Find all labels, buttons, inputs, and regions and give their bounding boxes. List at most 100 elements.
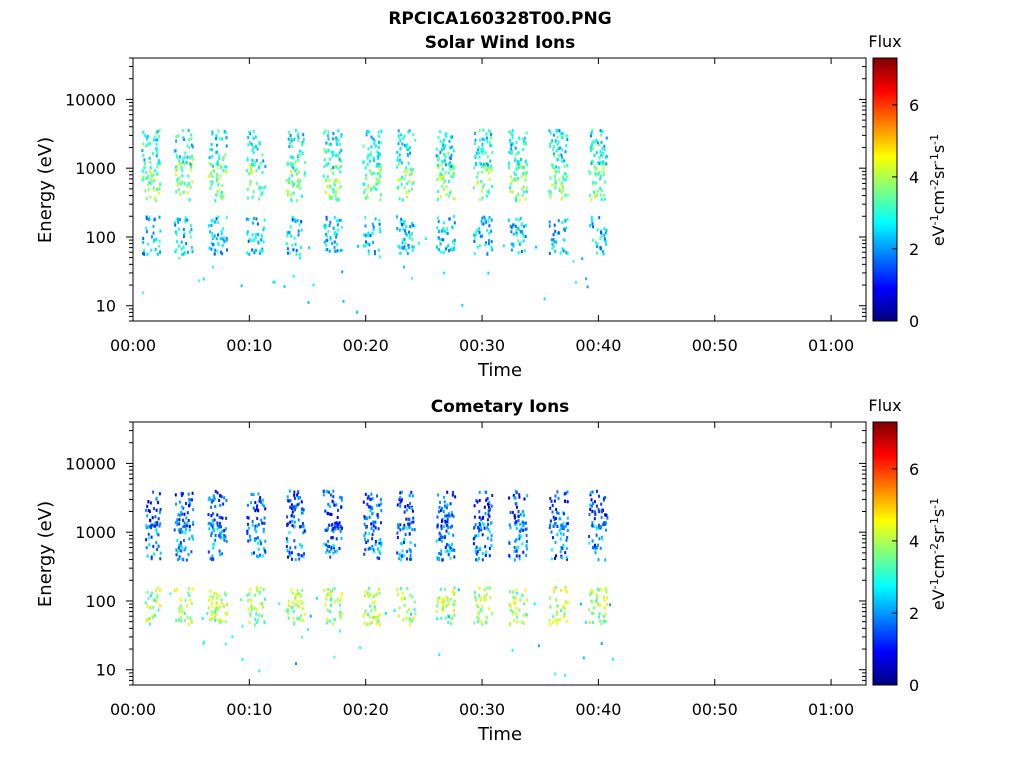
heatmap-cell [606,516,609,520]
heatmap-cell [336,249,339,253]
heatmap-cell [336,515,339,519]
heatmap-cell [508,541,511,545]
heatmap-cell [563,674,566,677]
heatmap-cell [488,505,490,509]
heatmap-cell [188,502,191,506]
heatmap-cell [298,170,300,174]
heatmap-cell [397,524,400,528]
heatmap-cell [487,527,490,531]
heatmap-cell [211,558,214,562]
heatmap-cell [367,231,370,235]
heatmap-cell [406,610,409,614]
heatmap-cell [405,517,408,521]
heatmap-cell [438,166,441,170]
heatmap-cell [257,241,260,245]
heatmap-cell [285,179,288,183]
heatmap-cell [440,175,443,179]
heatmap-cell [335,503,338,507]
heatmap-cell [516,160,519,164]
heatmap-cell [289,170,292,174]
heatmap-cell [398,553,401,557]
heatmap-cell [169,592,172,596]
heatmap-cell [563,227,566,231]
heatmap-cell [509,182,512,186]
heatmap-cell [250,167,252,171]
heatmap-cell [179,510,182,514]
heatmap-cell [182,160,185,164]
heatmap-cell [411,238,414,242]
heatmap-cell [213,611,216,615]
heatmap-cell [408,505,411,509]
heatmap-cell [210,498,213,502]
heatmap-cell [295,199,298,203]
heatmap-cell [473,252,476,256]
heatmap-cell [224,169,227,173]
heatmap-cell [254,617,257,621]
heatmap-cell [251,170,254,174]
heatmap-cell [548,596,551,600]
heatmap-cell [478,529,480,533]
heatmap-cell [217,618,220,622]
heatmap-cell [257,166,260,170]
heatmap-cell [436,524,439,528]
heatmap-cell [400,558,402,562]
heatmap-cell [591,523,594,527]
heatmap-cell [520,250,523,254]
heatmap-cell [246,515,249,519]
heatmap-cell [326,511,329,515]
heatmap-cell [438,653,441,657]
heatmap-cell [399,491,402,495]
heatmap-cell [327,587,330,591]
heatmap-cell [287,555,289,559]
heatmap-cell [263,621,266,625]
heatmap-cell [374,608,377,612]
heatmap-cell [225,498,228,502]
heatmap-cell [341,270,344,274]
heatmap-cell [324,150,327,154]
heatmap-cell [370,506,373,510]
heatmap-cell [522,141,525,145]
heatmap-cell [403,510,406,514]
heatmap-cell [550,557,553,561]
heatmap-cell [556,605,559,609]
heatmap-cell [339,610,342,614]
heatmap-cell [595,596,598,600]
heatmap-cell [290,234,293,238]
heatmap-cell [184,216,187,220]
heatmap-cell [438,505,441,509]
heatmap-cell [286,189,289,193]
heatmap-cell [553,524,556,528]
heatmap-cell [365,540,368,544]
heatmap-cell [511,179,514,183]
heatmap-cell [290,164,293,168]
heatmap-cell [525,189,528,193]
heatmap-cell [175,619,178,623]
heatmap-cell [402,227,405,231]
heatmap-cell [561,221,564,225]
heatmap-cell [514,489,517,493]
heatmap-cell [363,534,366,538]
heatmap-cell [373,139,376,143]
heatmap-cell [437,597,439,601]
heatmap-cell [444,504,446,508]
heatmap-cell [307,301,310,304]
heatmap-cell [400,182,403,186]
heatmap-cell [413,224,416,228]
heatmap-cell [379,551,382,555]
heatmap-cell [412,516,415,520]
heatmap-cell [142,142,145,146]
heatmap-cell [449,525,452,529]
heatmap-cell [485,194,488,198]
heatmap-cell [442,238,445,242]
heatmap-cell [368,622,371,626]
heatmap-cell [152,544,155,548]
heatmap-cell [292,616,295,620]
heatmap-cell [526,494,529,498]
heatmap-cell [183,618,186,622]
heatmap-cell [509,622,512,626]
heatmap-cell [526,547,528,551]
heatmap-cell [487,509,490,513]
heatmap-cell [156,252,159,256]
heatmap-cell [485,616,488,620]
heatmap-cell [525,598,528,602]
